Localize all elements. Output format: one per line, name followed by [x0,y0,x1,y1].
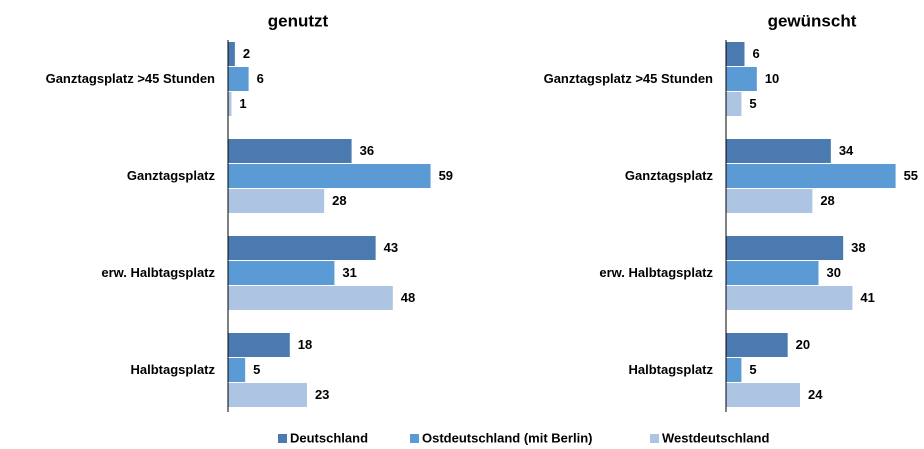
bar [228,286,393,310]
category-label: Ganztagsplatz >45 Stunden [544,71,713,86]
value-label: 5 [749,362,756,377]
bar [228,67,249,91]
value-label: 55 [904,168,918,183]
bar [726,67,757,91]
category-label: Ganztagsplatz [625,168,714,183]
legend-label: Westdeutschland [662,430,769,445]
value-label: 30 [827,265,841,280]
value-label: 43 [384,240,398,255]
value-label: 48 [401,290,415,305]
value-label: 5 [253,362,260,377]
category-label: Halbtagsplatz [130,362,215,377]
value-label: 10 [765,71,779,86]
value-label: 23 [315,387,329,402]
value-label: 18 [298,337,312,352]
value-label: 38 [851,240,865,255]
bar [228,164,431,188]
category-label: Ganztagsplatz [127,168,216,183]
chart-title: gewünscht [768,11,857,30]
legend-label: Deutschland [290,430,368,445]
bar [228,189,325,213]
value-label: 59 [439,168,453,183]
value-label: 34 [839,143,854,158]
bar [228,358,246,382]
bar [726,189,813,213]
value-label: 6 [257,71,264,86]
bar [228,383,307,407]
bar [726,164,896,188]
value-label: 24 [808,387,823,402]
value-label: 6 [753,46,760,61]
category-label: erw. Halbtagsplatz [599,265,713,280]
legend-swatch [410,434,419,443]
value-label: 28 [820,193,834,208]
bar [726,333,788,357]
bar [228,42,235,66]
bar [228,333,290,357]
legend-label: Ostdeutschland (mit Berlin) [422,430,592,445]
category-label: erw. Halbtagsplatz [101,265,215,280]
bar [726,286,853,310]
value-label: 36 [360,143,374,158]
bar [228,236,376,260]
bar [726,42,745,66]
category-label: Ganztagsplatz >45 Stunden [46,71,215,86]
bar [726,92,742,116]
value-label: 41 [860,290,874,305]
bar [726,261,819,285]
value-label: 28 [332,193,346,208]
value-label: 20 [796,337,810,352]
value-label: 5 [749,96,756,111]
chart-title: genutzt [268,11,329,30]
value-label: 31 [342,265,356,280]
value-label: 2 [243,46,250,61]
bar [726,358,742,382]
bar [228,139,352,163]
bar [726,139,831,163]
value-label: 1 [239,96,246,111]
category-label: Halbtagsplatz [628,362,713,377]
legend-swatch [278,434,287,443]
bar [726,383,800,407]
legend-swatch [650,434,659,443]
bar [228,261,335,285]
bar [726,236,844,260]
bar [228,92,232,116]
